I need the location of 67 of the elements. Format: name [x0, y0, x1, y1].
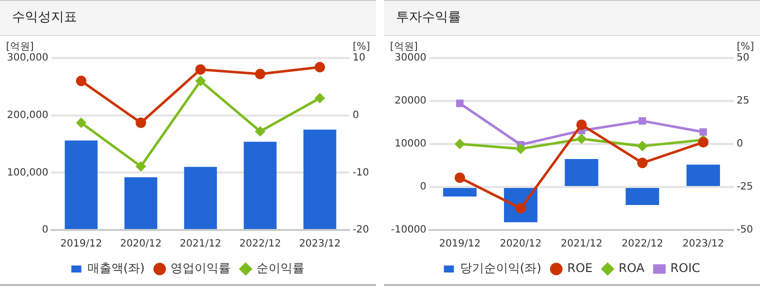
y-tick-label: 0 — [42, 224, 48, 236]
y-tick-label: 100,000 — [6, 167, 48, 178]
y2-tick-label: -10 — [352, 167, 370, 178]
bar — [184, 166, 217, 229]
y2-axis-title: [%] — [736, 42, 754, 53]
x-tick-label: 2023/12 — [299, 238, 341, 250]
y-tick-label: 30000 — [394, 52, 426, 64]
point — [638, 141, 648, 151]
point — [76, 118, 86, 128]
y2-tick-label: -50 — [736, 224, 754, 236]
y2-axis-title: [%] — [352, 42, 370, 53]
point — [698, 137, 708, 148]
point — [700, 128, 707, 136]
chart-title: 투자수익률 — [384, 1, 760, 36]
point — [255, 126, 265, 136]
point — [76, 76, 86, 86]
bar — [124, 177, 158, 229]
y-tick-label: 0 — [420, 182, 426, 193]
y-tick-label: 200,000 — [6, 110, 48, 121]
point — [456, 100, 464, 108]
point — [455, 139, 465, 149]
x-tick-label: 2021/12 — [180, 238, 222, 250]
y-tick-label: 20000 — [394, 96, 426, 107]
y2-tick-label: -20 — [352, 224, 370, 236]
y-tick-label: 10000 — [394, 138, 426, 150]
point — [315, 93, 325, 103]
point — [576, 134, 586, 144]
chart-title: 수익성지표 — [0, 1, 376, 36]
point — [196, 76, 206, 86]
y2-tick-label: 10 — [352, 52, 366, 64]
x-tick-label: 2019/12 — [60, 238, 102, 250]
y-tick-label: -10000 — [391, 224, 426, 236]
x-tick-label: 2020/12 — [120, 238, 162, 250]
x-tick-label: 2022/12 — [239, 238, 281, 250]
point — [638, 117, 646, 125]
legend-label: 영업이익률 — [170, 261, 231, 276]
point — [254, 68, 266, 80]
bar — [64, 140, 98, 229]
y2-tick-label: 25 — [736, 96, 750, 107]
legend-label: 순이익률 — [256, 261, 305, 276]
bar — [303, 130, 336, 229]
point — [454, 172, 466, 183]
point — [576, 119, 587, 130]
point — [136, 162, 146, 172]
legend-label: 당기순이익(좌) — [460, 261, 542, 276]
y-axis-title: [억원] — [390, 42, 418, 53]
point — [195, 64, 206, 75]
x-tick-label: 2019/12 — [439, 238, 481, 250]
point — [136, 118, 146, 128]
x-tick-label: 2022/12 — [622, 238, 664, 250]
y-axis-title: [억원] — [6, 42, 34, 53]
point — [516, 144, 526, 154]
point — [637, 158, 648, 168]
legend-label: ROA — [618, 261, 646, 276]
y-tick-label: 300,000 — [6, 52, 48, 64]
x-tick-label: 2020/12 — [500, 238, 542, 250]
bar — [244, 142, 277, 229]
legend-label: 매출액(좌) — [87, 261, 145, 276]
y2-tick-label: -25 — [736, 182, 754, 193]
point — [314, 62, 326, 72]
legend-label: ROIC — [670, 261, 700, 276]
y2-tick-label: 50 — [736, 52, 750, 64]
y2-tick-label: 0 — [352, 110, 360, 121]
x-tick-label: 2021/12 — [560, 238, 602, 250]
legend-label: ROE — [567, 261, 593, 276]
y2-tick-label: 0 — [736, 138, 744, 150]
x-tick-label: 2023/12 — [682, 238, 724, 250]
